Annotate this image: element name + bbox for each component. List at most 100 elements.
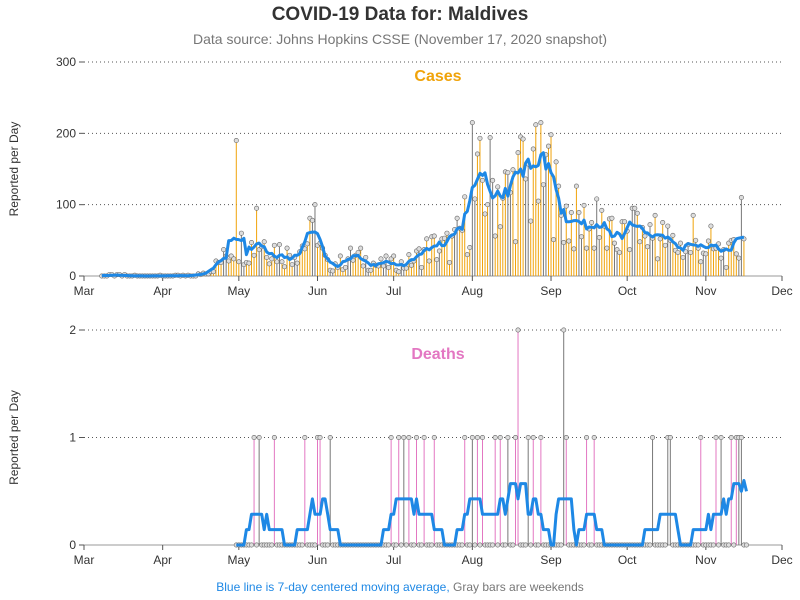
- point: [563, 203, 569, 209]
- point: [424, 236, 430, 242]
- point: [403, 542, 409, 548]
- point: [591, 245, 597, 251]
- point: [568, 210, 574, 216]
- point: [441, 235, 447, 241]
- y-axis-label: Reported per Day: [7, 122, 21, 217]
- point: [261, 239, 267, 245]
- point: [698, 434, 704, 440]
- y-tick-label: 2: [69, 323, 76, 337]
- point: [302, 434, 308, 440]
- point: [421, 434, 427, 440]
- point: [584, 434, 590, 440]
- point: [467, 542, 473, 548]
- x-tick-label: Jul: [386, 284, 401, 298]
- point: [251, 252, 257, 258]
- point: [325, 542, 331, 548]
- point: [406, 252, 412, 258]
- point: [312, 202, 318, 208]
- point: [736, 255, 742, 261]
- point: [634, 210, 640, 216]
- point: [330, 268, 336, 274]
- point: [512, 239, 518, 245]
- point: [703, 251, 709, 257]
- point: [723, 264, 729, 270]
- point: [474, 434, 480, 440]
- point: [317, 434, 323, 440]
- chart-title: COVID-19 Data for: Maldives: [271, 4, 529, 25]
- point: [596, 234, 602, 240]
- point: [419, 264, 425, 270]
- point: [604, 245, 610, 251]
- point: [454, 215, 460, 221]
- point: [398, 542, 404, 548]
- point: [472, 196, 478, 202]
- point: [545, 143, 551, 149]
- point: [487, 135, 493, 141]
- point: [675, 249, 681, 255]
- point: [419, 542, 425, 548]
- y-tick-label: 300: [56, 55, 76, 69]
- point: [284, 245, 290, 251]
- panel-title: Deaths: [411, 346, 464, 363]
- point: [472, 542, 478, 548]
- moving-average-line: [236, 479, 748, 547]
- point: [479, 177, 485, 183]
- point: [426, 258, 432, 264]
- point: [497, 224, 503, 230]
- point: [713, 434, 719, 440]
- point: [617, 249, 623, 255]
- point: [525, 434, 531, 440]
- point: [690, 212, 696, 218]
- point: [251, 434, 257, 440]
- point: [254, 542, 260, 548]
- point: [279, 259, 285, 265]
- point: [594, 196, 600, 202]
- point: [434, 257, 440, 263]
- point: [566, 238, 572, 244]
- point: [710, 542, 716, 548]
- point: [650, 434, 656, 440]
- point: [391, 253, 397, 259]
- point: [490, 177, 496, 183]
- point: [591, 434, 597, 440]
- point: [581, 202, 587, 208]
- point: [510, 167, 516, 173]
- point: [561, 239, 567, 245]
- point: [728, 434, 734, 440]
- point: [657, 236, 663, 242]
- y-tick-label: 0: [69, 538, 76, 552]
- point: [289, 262, 295, 268]
- point: [558, 542, 564, 548]
- point: [264, 254, 270, 260]
- point: [477, 135, 483, 141]
- point: [406, 434, 412, 440]
- point: [411, 542, 417, 548]
- point: [474, 151, 480, 157]
- point: [716, 542, 722, 548]
- point: [360, 263, 366, 269]
- point: [502, 542, 508, 548]
- x-tick-label: Apr: [153, 284, 172, 298]
- point: [276, 242, 282, 248]
- point: [246, 260, 252, 266]
- point: [490, 542, 496, 548]
- point: [271, 242, 277, 248]
- point: [609, 215, 615, 221]
- point: [459, 542, 465, 548]
- point: [667, 434, 673, 440]
- point: [535, 542, 541, 548]
- point: [416, 246, 422, 252]
- x-tick-label: Jun: [308, 553, 327, 567]
- point: [342, 264, 348, 270]
- point: [327, 434, 333, 440]
- y-axis-label: Reported per Day: [7, 390, 21, 485]
- point: [705, 238, 711, 244]
- point: [538, 120, 544, 126]
- point: [462, 194, 468, 200]
- point: [540, 182, 546, 188]
- footnote-moving-average: Blue line is 7-day centered moving avera…: [216, 580, 450, 594]
- point: [655, 256, 661, 262]
- point: [497, 434, 503, 440]
- point: [492, 233, 498, 239]
